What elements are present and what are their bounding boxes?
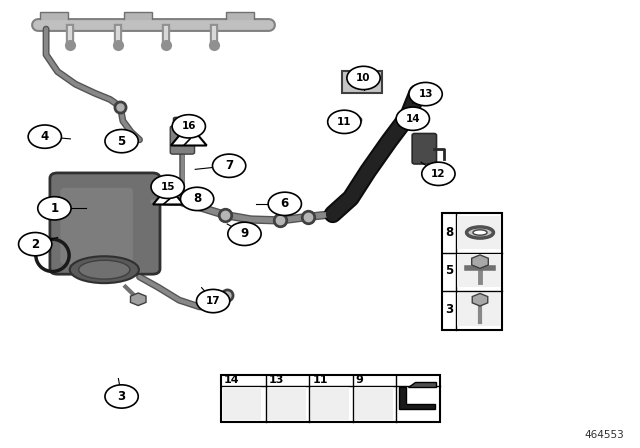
Text: 3: 3 xyxy=(445,303,454,316)
FancyBboxPatch shape xyxy=(50,173,160,274)
Circle shape xyxy=(196,289,230,313)
Circle shape xyxy=(105,385,138,408)
Ellipse shape xyxy=(70,256,139,283)
FancyBboxPatch shape xyxy=(412,134,436,164)
Ellipse shape xyxy=(473,230,487,235)
Bar xyxy=(40,12,68,26)
Ellipse shape xyxy=(340,116,361,125)
Text: 10: 10 xyxy=(356,73,371,83)
Bar xyxy=(457,254,501,287)
FancyBboxPatch shape xyxy=(173,117,191,129)
Polygon shape xyxy=(408,382,436,388)
Text: 6: 6 xyxy=(281,197,289,211)
Bar xyxy=(457,216,501,249)
Polygon shape xyxy=(153,186,184,204)
Bar xyxy=(355,387,393,420)
Circle shape xyxy=(212,154,246,177)
Circle shape xyxy=(38,197,71,220)
Text: 14: 14 xyxy=(406,114,420,124)
Text: 5: 5 xyxy=(118,134,125,148)
Text: 15: 15 xyxy=(161,182,175,192)
Circle shape xyxy=(328,110,361,134)
Polygon shape xyxy=(131,293,146,306)
Circle shape xyxy=(422,162,455,185)
Bar xyxy=(221,375,440,422)
Text: 2: 2 xyxy=(31,237,39,251)
Circle shape xyxy=(151,175,184,198)
Circle shape xyxy=(180,187,214,211)
Polygon shape xyxy=(472,255,488,268)
Text: 464553: 464553 xyxy=(584,430,624,440)
Bar xyxy=(226,12,254,26)
Text: 9: 9 xyxy=(356,375,364,385)
Text: 17: 17 xyxy=(206,296,220,306)
Text: 5: 5 xyxy=(445,264,454,277)
FancyBboxPatch shape xyxy=(61,188,132,264)
Text: 14: 14 xyxy=(224,375,239,385)
Text: 8: 8 xyxy=(445,226,454,239)
Circle shape xyxy=(396,107,429,130)
Bar xyxy=(124,12,152,26)
Polygon shape xyxy=(399,388,435,409)
Polygon shape xyxy=(171,124,207,146)
Circle shape xyxy=(347,66,380,90)
Text: 8: 8 xyxy=(193,192,201,206)
Circle shape xyxy=(28,125,61,148)
Text: 4: 4 xyxy=(41,130,49,143)
Circle shape xyxy=(105,129,138,153)
Circle shape xyxy=(19,233,52,256)
Ellipse shape xyxy=(79,260,130,279)
Text: 7: 7 xyxy=(225,159,233,172)
Text: 13: 13 xyxy=(269,375,284,385)
Bar xyxy=(268,387,306,420)
Polygon shape xyxy=(472,293,488,306)
Circle shape xyxy=(228,222,261,246)
Text: 16: 16 xyxy=(182,121,196,131)
Text: 12: 12 xyxy=(431,169,445,179)
FancyBboxPatch shape xyxy=(170,126,195,154)
Ellipse shape xyxy=(467,227,493,238)
Text: 13: 13 xyxy=(419,89,433,99)
Bar xyxy=(342,71,382,93)
Circle shape xyxy=(409,82,442,106)
Text: 11: 11 xyxy=(312,375,328,385)
Text: 1: 1 xyxy=(51,202,58,215)
Bar xyxy=(457,293,501,326)
Text: 11: 11 xyxy=(337,117,351,127)
Circle shape xyxy=(268,192,301,215)
Bar xyxy=(311,387,349,420)
Bar xyxy=(442,213,502,330)
Text: 9: 9 xyxy=(241,227,248,241)
Circle shape xyxy=(172,115,205,138)
Bar xyxy=(223,387,261,420)
Text: 3: 3 xyxy=(118,390,125,403)
